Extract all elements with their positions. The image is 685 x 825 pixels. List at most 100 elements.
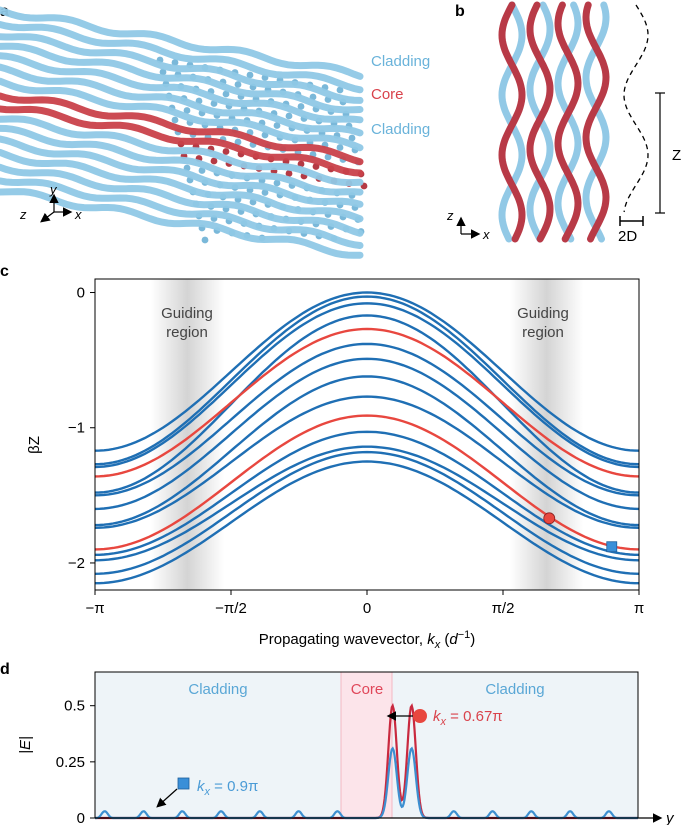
cladding-fiber	[0, 52, 364, 124]
fiber-end	[297, 103, 305, 110]
marker-red-circle-legend	[413, 709, 427, 723]
core-helix	[526, 1, 554, 243]
panel-b: b Z 2D z x	[446, 1, 681, 245]
x-axis-ticks: −π −π/2 0 π/2 π	[85, 590, 644, 617]
guiding-regions	[150, 279, 584, 590]
fiber-end	[285, 112, 293, 120]
panel-a: a Cladding Core Cladding y z x	[0, 3, 430, 259]
fiber-end	[171, 59, 179, 66]
fiber-end	[336, 144, 344, 151]
x-tick-label: π/2	[492, 600, 515, 617]
panel-d-label: d	[0, 661, 10, 678]
annotation-red-label: kx = 0.67π	[433, 708, 503, 728]
cladding-fiber	[0, 148, 364, 223]
cladding-fiber	[0, 163, 364, 237]
trajectory-dashed-line	[623, 4, 649, 213]
core-helix	[582, 1, 610, 243]
panel-b-axis-z-label: z	[446, 208, 454, 223]
core-helix	[498, 1, 526, 243]
cladding-fiber	[0, 124, 364, 196]
fiber-end	[273, 122, 281, 129]
fiber-end	[222, 148, 230, 155]
cladding-fiber	[0, 77, 364, 152]
panel-b-axis-x-label: x	[482, 227, 490, 242]
x-tick-label: −π/2	[215, 600, 247, 617]
band-markers	[543, 512, 618, 553]
band-curve-12	[94, 450, 640, 575]
guiding-region-left-line2: region	[166, 324, 208, 341]
layer-label-cladding-bottom: Cladding	[371, 121, 430, 138]
panel-a-axes: y z x	[19, 182, 82, 223]
cladding-fiber	[0, 115, 364, 187]
marker-blue-square-legend	[177, 777, 190, 790]
fiber-end	[183, 107, 191, 114]
band-curve-0	[94, 291, 640, 452]
guiding-region-left-line1: Guiding	[161, 305, 213, 322]
band-curve-8	[94, 395, 640, 529]
band-curve-1	[94, 295, 640, 466]
band-curve-6	[94, 357, 640, 511]
y-tick-label: −2	[68, 555, 85, 572]
core-region	[341, 672, 392, 818]
d-y-tick-label: 0	[77, 810, 85, 825]
marker-red-circle	[543, 512, 556, 525]
axis-y-label: y	[49, 182, 58, 197]
period-label: Z	[672, 147, 681, 164]
cladding-fiber	[0, 188, 364, 259]
d-x-axis-label: y	[665, 810, 675, 825]
y-tick-label: 0	[77, 285, 85, 302]
cladding-fiber	[0, 63, 364, 137]
cladding-helix	[582, 1, 610, 243]
x-tick-label: −π	[85, 600, 104, 617]
core-fiber	[0, 92, 364, 166]
panel-c: c Guiding region Guiding region −π −π/2 0 π…	[0, 263, 644, 651]
fiber-end	[297, 160, 305, 168]
y-tick-label: −1	[68, 420, 85, 437]
panel-c-label: c	[0, 263, 9, 280]
band-curve-7	[94, 375, 640, 527]
layer-label-cladding-top: Cladding	[371, 53, 430, 70]
fiber-end	[234, 81, 242, 88]
fiber-end	[261, 189, 269, 196]
d-y-tick-label: 0.5	[64, 698, 85, 715]
annotation-arrow-blue	[156, 788, 178, 808]
panel-a-fiber-stack	[0, 6, 368, 259]
fiber-end	[285, 170, 293, 177]
cladding-region-right	[392, 672, 638, 818]
band-curve-13	[95, 460, 639, 585]
pitch-label: 2D	[618, 228, 637, 245]
x-axis-label: Propagating wavevector, kx (d−1)	[259, 629, 476, 651]
panel-b-helix-array	[498, 1, 610, 243]
band-curves	[94, 291, 640, 585]
fiber-end	[348, 134, 356, 142]
fiber-end	[201, 236, 209, 244]
y-axis-label: βZ	[26, 436, 43, 454]
fiber-end	[336, 86, 344, 94]
marker-blue-square	[606, 541, 618, 553]
annotation-blue-label: kx = 0.9π	[197, 778, 258, 798]
cladding-helix	[554, 1, 582, 243]
layer-label-core: Core	[371, 86, 404, 103]
fiber-end	[159, 68, 167, 76]
guiding-region-right-line2: region	[522, 324, 564, 341]
cladding-region-left	[95, 672, 341, 818]
axis-x-label: x	[74, 207, 82, 222]
panel-b-label: b	[455, 3, 465, 20]
x-tick-label: π	[634, 600, 644, 617]
region-label-core: Core	[351, 681, 384, 698]
x-tick-label: 0	[363, 600, 371, 617]
band-curve-5	[94, 342, 640, 497]
fiber-end	[234, 138, 242, 146]
region-label-cladding-left: Cladding	[188, 681, 247, 698]
cladding-fiber	[0, 135, 364, 208]
band-curve-3	[94, 314, 640, 494]
fiber-end	[222, 90, 230, 98]
panel-d: d Cladding Core Cladding y 00.250.5 |E| …	[0, 661, 675, 825]
fiber-end	[171, 116, 179, 124]
panel-b-axes: z x	[446, 208, 490, 242]
band-curve-11	[94, 445, 640, 562]
y-axis-ticks: 0 −1 −2	[68, 285, 95, 572]
fiber-end	[324, 153, 332, 161]
guiding-region-right-line1: Guiding	[517, 305, 569, 322]
